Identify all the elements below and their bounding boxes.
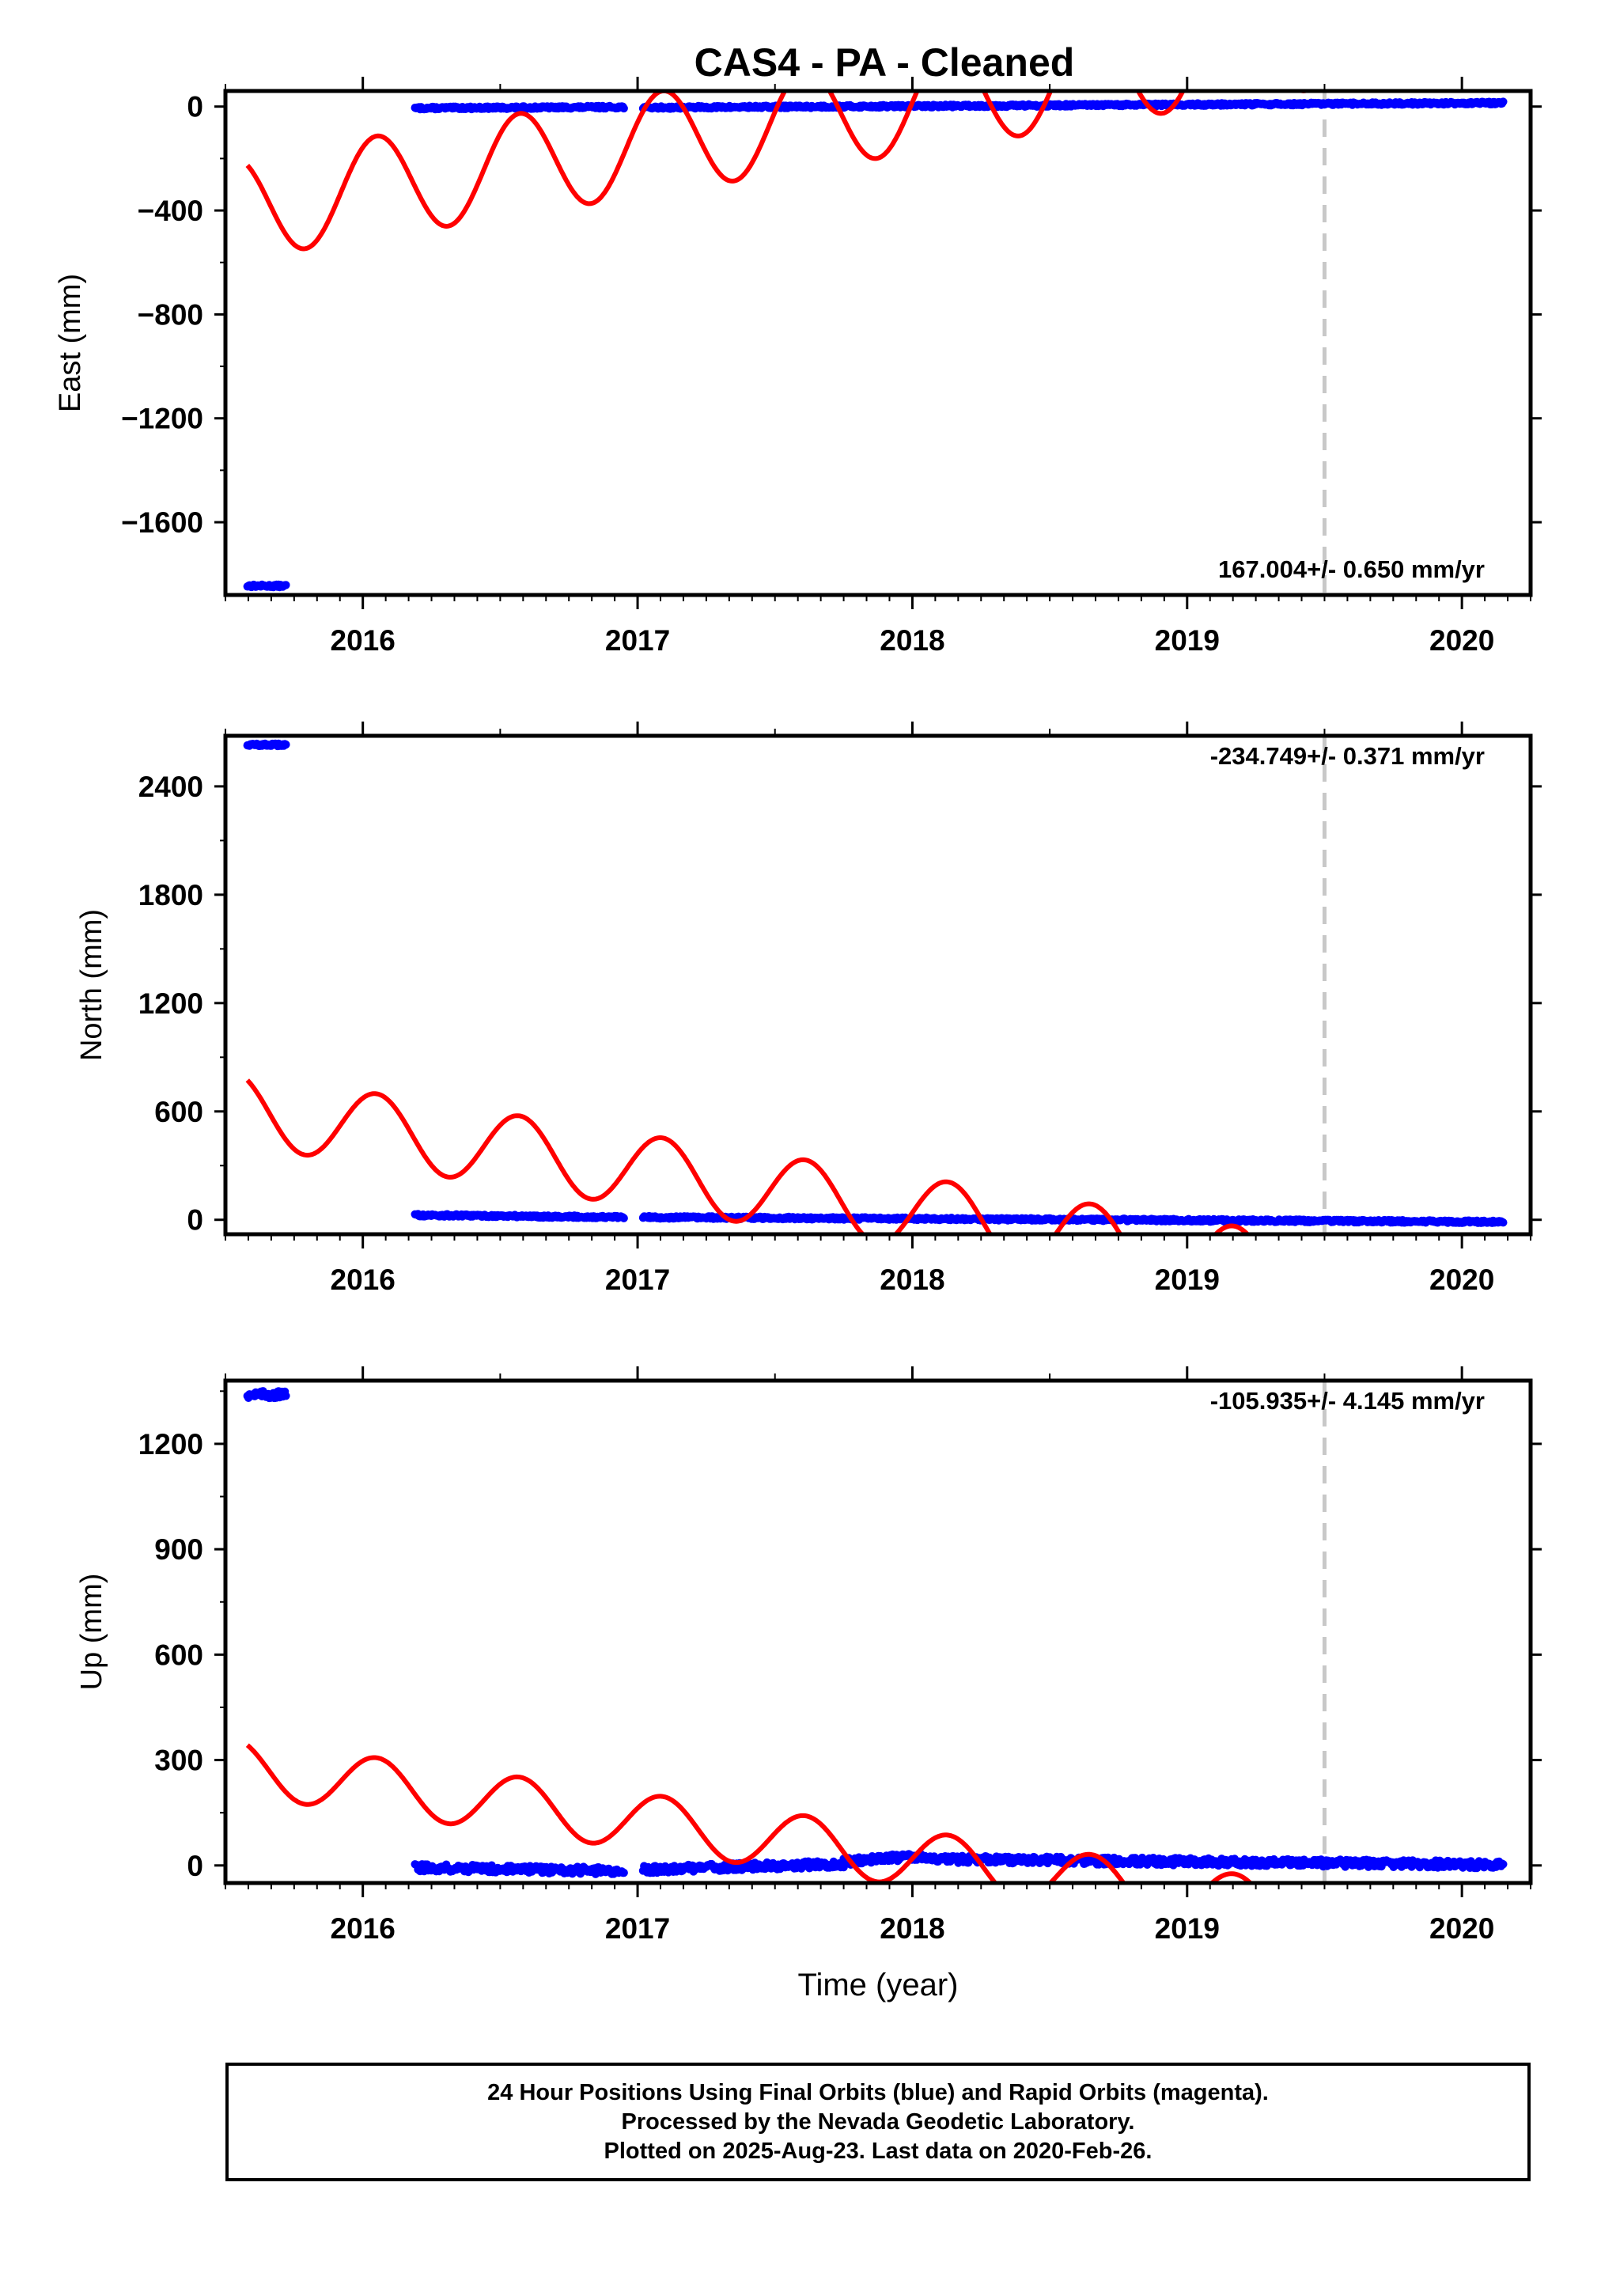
north-model-curves: [245, 1078, 1531, 1343]
east-model-curve: [245, 91, 1311, 252]
east-frame: [223, 89, 1533, 597]
up-xtick-label: 2016: [331, 1912, 396, 1945]
north-frame: [223, 733, 1533, 1237]
up-data-point: [282, 1392, 290, 1400]
east-velocity-label: 167.004+/- 0.650 mm/yr: [1218, 555, 1485, 583]
east-ylabel: East (mm): [54, 274, 87, 412]
up-xtick-label: 2018: [880, 1912, 944, 1945]
east-ytick-label: −1600: [121, 506, 203, 539]
up-ytick-label: 900: [154, 1533, 203, 1566]
north-ytick-label: 1800: [138, 879, 203, 911]
north-ytick-label: 600: [154, 1096, 203, 1128]
footer-line-1: 24 Hour Positions Using Final Orbits (bl…: [487, 2079, 1269, 2105]
up-final-orbit-points: [243, 1387, 1508, 1878]
up-ytick-label: 600: [154, 1639, 203, 1671]
north-data-point: [619, 1214, 628, 1222]
east-xtick-label: 2016: [331, 624, 396, 657]
up-ytick-label: 1200: [138, 1428, 203, 1461]
east-xtick-label: 2020: [1429, 624, 1494, 657]
up-model-curve: [1325, 1891, 1531, 1969]
north-ylabel: North (mm): [75, 909, 108, 1061]
footer-note: 24 Hour Positions Using Final Orbits (bl…: [225, 2063, 1531, 2181]
north-ytick-label: 2400: [138, 771, 203, 803]
east-xtick-label: 2019: [1155, 624, 1220, 657]
up-data-point: [1499, 1860, 1508, 1869]
footer-line-2: Processed by the Nevada Geodetic Laborat…: [621, 2108, 1135, 2135]
up-ylabel: Up (mm): [75, 1574, 108, 1691]
north-panel: 0 600 1200 1800 2400 2016 2017 2018 2019 2020 Nort…: [75, 722, 1542, 1343]
north-xtick-label: 2018: [880, 1264, 944, 1296]
north-data-point: [282, 740, 290, 749]
north-velocity-label: -234.749+/- 0.371 mm/yr: [1210, 742, 1485, 770]
north-ytick-label: 0: [187, 1204, 203, 1237]
footer-line-3: Plotted on 2025-Aug-23. Last data on 202…: [604, 2138, 1152, 2164]
east-xtick-label: 2018: [880, 624, 944, 657]
north-xtick-label: 2016: [331, 1264, 396, 1296]
north-xtick-label: 2019: [1155, 1264, 1220, 1296]
east-final-orbit-points: [243, 97, 1508, 592]
north-data-point: [1499, 1218, 1508, 1227]
up-data-point: [619, 1868, 628, 1877]
up-model-curves: [245, 1743, 1531, 1969]
east-data-point: [619, 104, 628, 113]
up-xtick-label: 2019: [1155, 1912, 1220, 1945]
up-ytick-label: 0: [187, 1850, 203, 1882]
north-xtick-label: 2017: [605, 1264, 670, 1296]
east-data-point: [282, 581, 290, 589]
east-ytick-label: 0: [187, 91, 203, 123]
up-panel: 0 300 600 900 1200 2016 2017 2018 2019 2020 Up (mm…: [75, 1366, 1542, 2002]
up-ytick-label: 300: [154, 1745, 203, 1777]
north-xtick-label: 2020: [1429, 1264, 1494, 1296]
figure-title: CAS4 - PA - Cleaned: [695, 40, 1075, 85]
east-model-curves: [245, 0, 1531, 252]
north-model-curve: [245, 1078, 1251, 1234]
east-ytick-label: −1200: [121, 403, 203, 435]
north-ytick-label: 1200: [138, 987, 203, 1020]
east-data-point: [1499, 97, 1508, 106]
east-ytick-label: −800: [138, 298, 203, 331]
east-model-curve: [1325, 0, 1531, 79]
north-final-orbit-points: [243, 739, 1508, 1227]
east-xtick-label: 2017: [605, 624, 670, 657]
up-velocity-label: -105.935+/- 4.145 mm/yr: [1210, 1387, 1485, 1415]
up-xlabel: Time (year): [798, 1968, 959, 2002]
east-ytick-label: −400: [138, 195, 203, 227]
up-xtick-label: 2017: [605, 1912, 670, 1945]
up-frame: [223, 1378, 1533, 1885]
up-xtick-label: 2020: [1429, 1912, 1494, 1945]
north-model-curve: [1325, 1246, 1531, 1343]
east-panel: 0 −400 −800 −1200 −1600 2016 2017 2018 2019 2020 E…: [54, 0, 1542, 657]
up-model-curve: [245, 1743, 1254, 1883]
